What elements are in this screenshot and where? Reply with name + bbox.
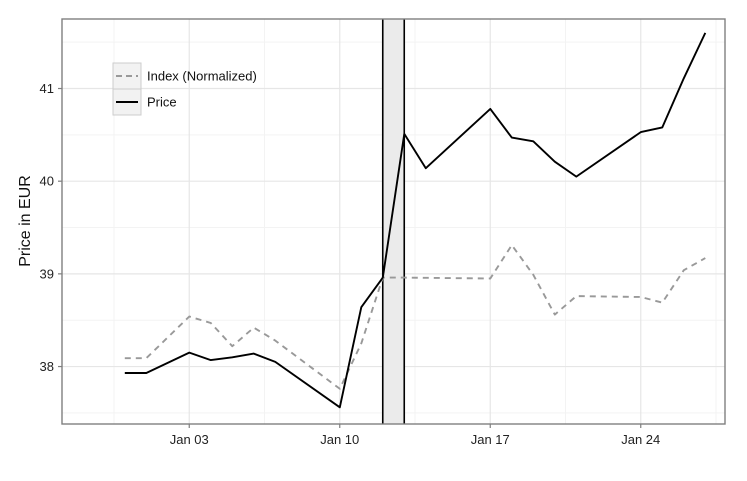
highlight-band-fill: [382, 19, 405, 424]
series-lines: [124, 32, 707, 409]
y-tick-label: 38: [40, 359, 54, 374]
x-axis: Jan 03 Jan 10 Jan 17 Jan 24: [170, 424, 660, 447]
y-axis-title: Price in EUR: [17, 175, 34, 267]
highlight-band: [381, 19, 406, 424]
x-tick-label: Jan 10: [320, 432, 359, 447]
panel-border: [61, 18, 726, 425]
legend: Index (Normalized) Price: [112, 62, 257, 116]
legend-label: Index (Normalized): [147, 69, 257, 84]
x-tick-label: Jan 17: [471, 432, 510, 447]
x-tick-label: Jan 03: [170, 432, 209, 447]
y-tick-label: 41: [40, 81, 54, 96]
series-line-price: [124, 32, 707, 409]
x-tick-label: Jan 24: [621, 432, 660, 447]
series-line-index: [124, 244, 706, 390]
y-tick-label: 40: [40, 174, 54, 189]
y-axis: 38 39 40 41: [40, 81, 62, 374]
y-tick-label: 39: [40, 266, 54, 281]
legend-label: Price: [147, 95, 177, 110]
